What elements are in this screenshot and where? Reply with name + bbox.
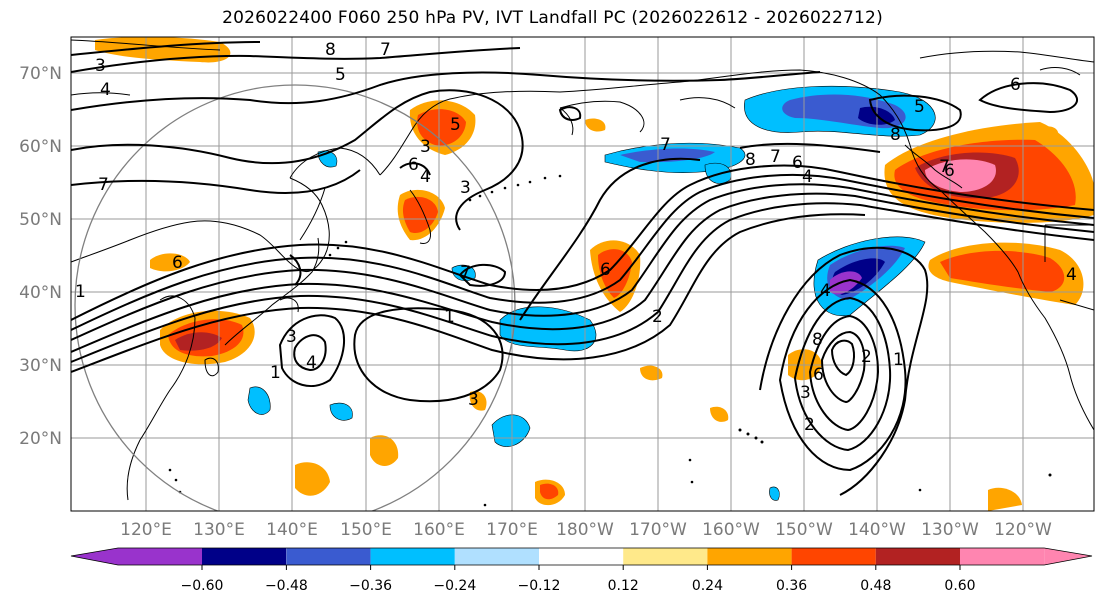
longitude-labels: 120°E 130°E 140°E 150°E 160°E 170°E 180°…: [120, 520, 1052, 540]
contour-label: 2: [861, 347, 872, 367]
latitude-labels: 70°N 60°N 50°N 40°N 30°N 20°N: [19, 64, 62, 449]
colorbar-tick-label: 0.24: [692, 578, 723, 594]
contour-label: 8: [325, 40, 336, 60]
colorbar-segment: [707, 548, 792, 565]
colorbar-segment: [791, 548, 876, 565]
colorbar-segment: [202, 548, 287, 565]
lat-label: 20°N: [19, 429, 62, 449]
contour-label: 6: [172, 253, 183, 273]
colorbar-segment: [286, 548, 371, 565]
colorbar-tick-label: 0.12: [608, 578, 639, 594]
contour-label: 4: [306, 353, 317, 373]
lat-label: 30°N: [19, 356, 62, 376]
contour-label: 3: [95, 56, 106, 76]
lon-label: 150°E: [340, 520, 392, 540]
colorbar-tick-label: 0.48: [860, 578, 891, 594]
island-chains: [168, 174, 1052, 507]
contour-label: 7: [939, 157, 950, 177]
colorbar-tick-label: −0.48: [265, 578, 308, 594]
colorbar-tick-label: 0.60: [944, 578, 975, 594]
lon-label: 170°E: [486, 520, 538, 540]
contour-label: 5: [335, 65, 346, 85]
lat-label: 70°N: [19, 64, 62, 84]
contour-label: 6: [813, 365, 824, 385]
contour-label: 1: [270, 363, 281, 383]
contour-label: 4: [1066, 265, 1077, 285]
contour-label: 7: [770, 147, 781, 167]
graticule: [71, 37, 1094, 511]
lat-label: 40°N: [19, 283, 62, 303]
colorbar-segment: [454, 548, 539, 565]
colorbar-tick-label: −0.24: [433, 578, 476, 594]
lon-label: 130°E: [193, 520, 245, 540]
contour-label: 6: [408, 155, 419, 175]
lon-label: 140°W: [848, 520, 906, 540]
contour-label: 7: [660, 135, 671, 155]
colorbar-segment: [623, 548, 708, 565]
map-frame: [70, 36, 1095, 512]
contour-label: 3: [286, 327, 297, 347]
contour-label: 2: [804, 415, 815, 435]
contour-label: 7: [98, 175, 109, 195]
contour-label: 8: [812, 330, 823, 350]
contour-label: 1: [75, 282, 86, 302]
lon-label: 160°E: [413, 520, 465, 540]
coastlines: [71, 39, 1094, 501]
contour-label: 4: [820, 281, 831, 301]
map-title: 2026022400 F060 250 hPa PV, IVT Landfall…: [222, 8, 883, 28]
contour-label: 6: [944, 161, 955, 181]
colorbar-tick-label: −0.60: [181, 578, 224, 594]
lon-label: 150°W: [775, 520, 833, 540]
colorbar-segment: [875, 548, 960, 565]
contour-label: 6: [600, 260, 611, 280]
colorbar-extend-high: [1044, 548, 1092, 565]
lon-label: 170°W: [629, 520, 687, 540]
contour-label: 4: [420, 167, 431, 187]
lat-label: 60°N: [19, 137, 62, 157]
lat-label: 50°N: [19, 210, 62, 230]
contour-label: 5: [914, 97, 925, 117]
lon-label: 120°E: [120, 520, 172, 540]
lon-label: 120°W: [994, 520, 1052, 540]
contour-label: 7: [380, 40, 391, 60]
contour-label: 4: [100, 80, 111, 100]
colorbar-tick-label: −0.12: [518, 578, 561, 594]
map-area: 3 8 7 4 5 6 7 8 8 7 6 4 7 3 4 5 6 6 6 3 …: [71, 37, 1094, 511]
colorbar-tick-label: 0.36: [776, 578, 807, 594]
lon-label: 160°W: [702, 520, 760, 540]
lon-label: 140°E: [266, 520, 318, 540]
contour-label: 3: [460, 178, 471, 198]
colorbar-segment: [118, 548, 203, 565]
colorbar-segment: [539, 548, 624, 565]
colorbar: −0.60 −0.48 −0.36 −0.24 −0.12 0.12 0.24 …: [70, 547, 1093, 594]
colorbar-segment: [370, 548, 455, 565]
contour-label: 4: [802, 167, 813, 187]
contour-label: 3: [420, 137, 431, 157]
contour-label: 3: [800, 383, 811, 403]
lon-label: 180°W: [556, 520, 614, 540]
contour-label: 8: [890, 125, 901, 145]
contour-label: 6: [792, 153, 803, 173]
contour-label: 2: [652, 307, 663, 327]
colorbar-segment: [960, 548, 1045, 565]
contour-label: 6: [1010, 75, 1021, 95]
colorbar-tick-label: −0.36: [349, 578, 392, 594]
lon-label: 130°W: [921, 520, 979, 540]
contour-label: 7: [460, 263, 471, 283]
contour-labels: 3 8 7 4 5 6 7 8 8 7 6 4 7 3 4 5 6 6 6 3 …: [75, 40, 1077, 435]
contour-label: 1: [893, 350, 904, 370]
contour-label: 3: [468, 390, 479, 410]
contour-label: 5: [450, 115, 461, 135]
colorbar-extend-low: [71, 548, 118, 565]
pv-contours: [71, 41, 1094, 496]
contour-label: 8: [745, 150, 756, 170]
range-circle: [74, 84, 516, 511]
contour-label: 1: [444, 307, 455, 327]
